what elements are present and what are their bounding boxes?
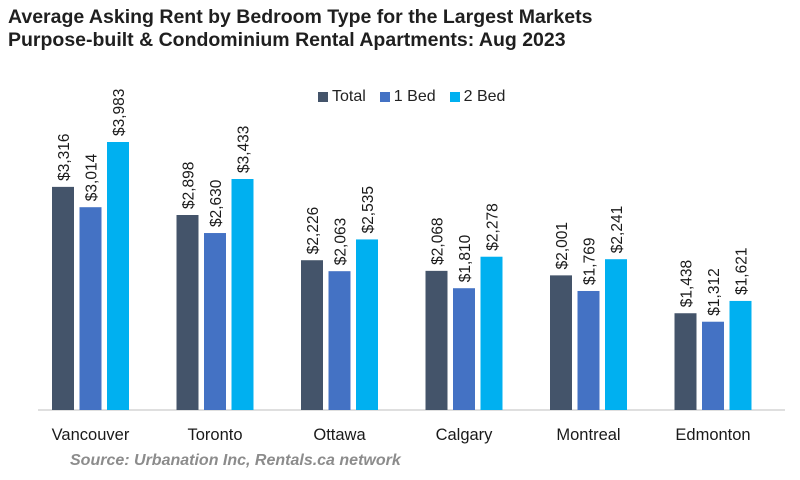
legend-swatch-1-bed <box>379 92 390 102</box>
category-label-montreal: Montreal <box>556 426 620 444</box>
legend-swatch-total <box>318 92 328 102</box>
data-label-total-edmonton: $1,438 <box>679 260 696 307</box>
bar-total-ottawa <box>301 260 323 410</box>
data-label-1-bed-toronto: $2,630 <box>208 179 225 227</box>
data-label-total-toronto: $2,898 <box>181 162 198 209</box>
bar-total-toronto <box>176 215 199 410</box>
data-label-total-montreal: $2,001 <box>554 222 571 269</box>
category-label-toronto: Toronto <box>187 426 242 444</box>
legend-item-total: Total <box>318 88 366 106</box>
data-label-2-bed-montreal: $2,241 <box>609 206 626 253</box>
data-label-2-bed-calgary: $2,278 <box>485 203 502 250</box>
category-label-ottawa: Ottawa <box>313 426 366 444</box>
data-label-2-bed-edmonton: $1,621 <box>734 248 751 295</box>
category-label-edmonton: Edmonton <box>675 426 750 444</box>
data-label-1-bed-edmonton: $1,312 <box>706 268 723 315</box>
data-label-total-ottawa: $2,226 <box>305 207 322 254</box>
bar-total-edmonton <box>674 313 697 410</box>
bar-total-calgary <box>425 270 448 410</box>
legend-label-total: Total <box>332 88 366 105</box>
bar-1-bed-montreal <box>577 290 600 410</box>
chart-title-line1: Average Asking Rent by Bedroom Type for … <box>8 6 593 28</box>
bar-1-bed-calgary <box>453 288 475 410</box>
bar-1-bed-ottawa <box>328 271 351 410</box>
bar-total-vancouver <box>52 186 74 410</box>
category-label-calgary: Calgary <box>436 426 494 444</box>
data-label-2-bed-toronto: $3,433 <box>236 126 253 173</box>
chart-title: Average Asking Rent by Bedroom Type for … <box>8 6 592 52</box>
bar-total-montreal <box>550 275 572 410</box>
bar-1-bed-vancouver <box>79 207 102 410</box>
source-note: Source: Urbanation Inc, Rentals.ca netwo… <box>70 452 401 469</box>
legend-label-1-bed: 1 Bed <box>393 88 436 105</box>
legend-item-1-bed: 1 Bed <box>379 88 436 106</box>
chart-legend: Total 1 Bed 2 Bed <box>318 88 505 106</box>
bar-2-bed-toronto <box>231 179 254 410</box>
bar-1-bed-toronto <box>204 233 226 410</box>
data-label-total-vancouver: $3,316 <box>56 133 73 180</box>
data-label-1-bed-calgary: $1,810 <box>457 234 474 282</box>
category-label-vancouver: Vancouver <box>52 426 130 444</box>
bar-2-bed-montreal <box>605 259 627 410</box>
data-label-2-bed-vancouver: $3,983 <box>111 89 128 136</box>
data-label-2-bed-ottawa: $2,535 <box>360 186 377 233</box>
bar-2-bed-edmonton <box>729 300 752 410</box>
legend-swatch-2-bed <box>449 92 460 102</box>
bar-1-bed-edmonton <box>702 321 724 410</box>
bar-2-bed-ottawa <box>356 239 378 410</box>
data-label-total-calgary: $2,068 <box>430 217 447 264</box>
bar-2-bed-calgary <box>480 256 503 410</box>
data-label-1-bed-vancouver: $3,014 <box>84 153 101 201</box>
chart-title-line2: Purpose-built & Condominium Rental Apart… <box>8 29 566 51</box>
legend-item-2-bed: 2 Bed <box>449 88 506 106</box>
legend-label-2-bed: 2 Bed <box>463 88 506 105</box>
data-label-1-bed-ottawa: $2,063 <box>333 218 350 265</box>
data-label-1-bed-montreal: $1,769 <box>582 238 599 285</box>
bar-2-bed-vancouver <box>107 142 129 410</box>
